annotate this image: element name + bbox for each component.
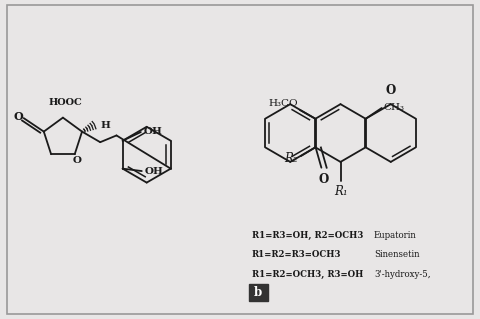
Text: R₁: R₁ (335, 184, 348, 197)
Text: R₂: R₂ (284, 152, 298, 165)
Text: R1=R2=R3=OCH3: R1=R2=R3=OCH3 (252, 250, 341, 259)
Text: H₃CO: H₃CO (268, 99, 298, 108)
Text: CH₃: CH₃ (384, 102, 405, 112)
Text: O: O (13, 111, 23, 122)
Text: Eupatorin: Eupatorin (374, 231, 417, 240)
Text: 3'-hydroxy-5,: 3'-hydroxy-5, (374, 270, 431, 278)
Text: HOOC: HOOC (48, 98, 82, 107)
Text: O: O (318, 174, 328, 187)
Text: R1=R2=OCH3, R3=OH: R1=R2=OCH3, R3=OH (252, 270, 363, 278)
Text: OH: OH (143, 127, 162, 136)
Text: b: b (254, 286, 262, 299)
Text: OH: OH (144, 167, 163, 176)
Text: H: H (100, 121, 110, 130)
Text: Sinensetin: Sinensetin (374, 250, 420, 259)
Bar (249, 284, 268, 300)
Text: O: O (72, 156, 81, 165)
Text: O: O (385, 85, 396, 97)
Text: R1=R3=OH, R2=OCH3: R1=R3=OH, R2=OCH3 (252, 231, 363, 240)
